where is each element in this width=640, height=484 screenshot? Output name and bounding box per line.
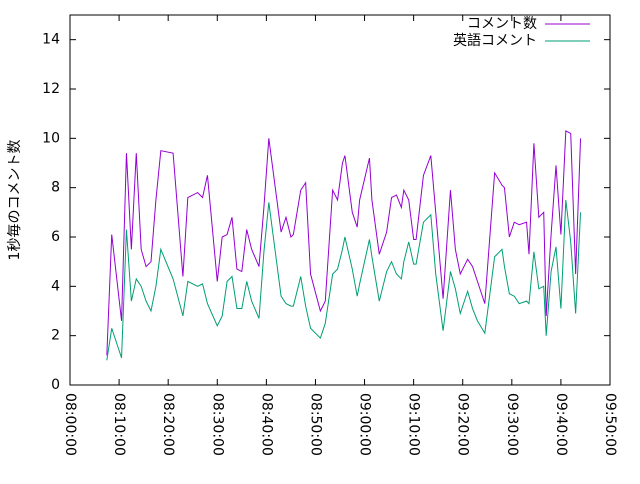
- x-tick-label: 09:10:00: [406, 393, 422, 456]
- x-tick-label: 08:30:00: [209, 393, 225, 456]
- legend-label: 英語コメント: [453, 32, 537, 49]
- y-tick-label: 0: [51, 377, 60, 393]
- y-tick-label: 14: [42, 32, 60, 48]
- y-tick-label: 2: [51, 328, 60, 344]
- series-line: [106, 130, 582, 356]
- y-tick-label: 4: [51, 278, 60, 294]
- legend-label: コメント数: [467, 16, 537, 32]
- y-tick-label: 8: [51, 180, 60, 196]
- x-tick-label: 09:30:00: [504, 393, 520, 456]
- x-tick-label: 08:20:00: [160, 393, 176, 456]
- plot-border: [69, 14, 611, 386]
- y-axis-label: 1秒毎のコメント数: [7, 140, 23, 261]
- x-tick-label: 09:20:00: [455, 393, 471, 456]
- x-tick-label: 08:50:00: [307, 393, 323, 456]
- series-line: [106, 199, 582, 361]
- y-tick-label: 10: [42, 130, 60, 146]
- x-tick-label: 09:50:00: [602, 393, 618, 456]
- x-tick-label: 08:00:00: [62, 393, 78, 456]
- x-tick-label: 08:40:00: [258, 393, 274, 456]
- x-tick-label: 09:40:00: [553, 393, 569, 456]
- y-tick-label: 6: [51, 229, 60, 245]
- x-tick-label: 08:10:00: [111, 393, 127, 456]
- y-tick-label: 12: [42, 81, 60, 97]
- x-tick-label: 09:00:00: [357, 393, 373, 456]
